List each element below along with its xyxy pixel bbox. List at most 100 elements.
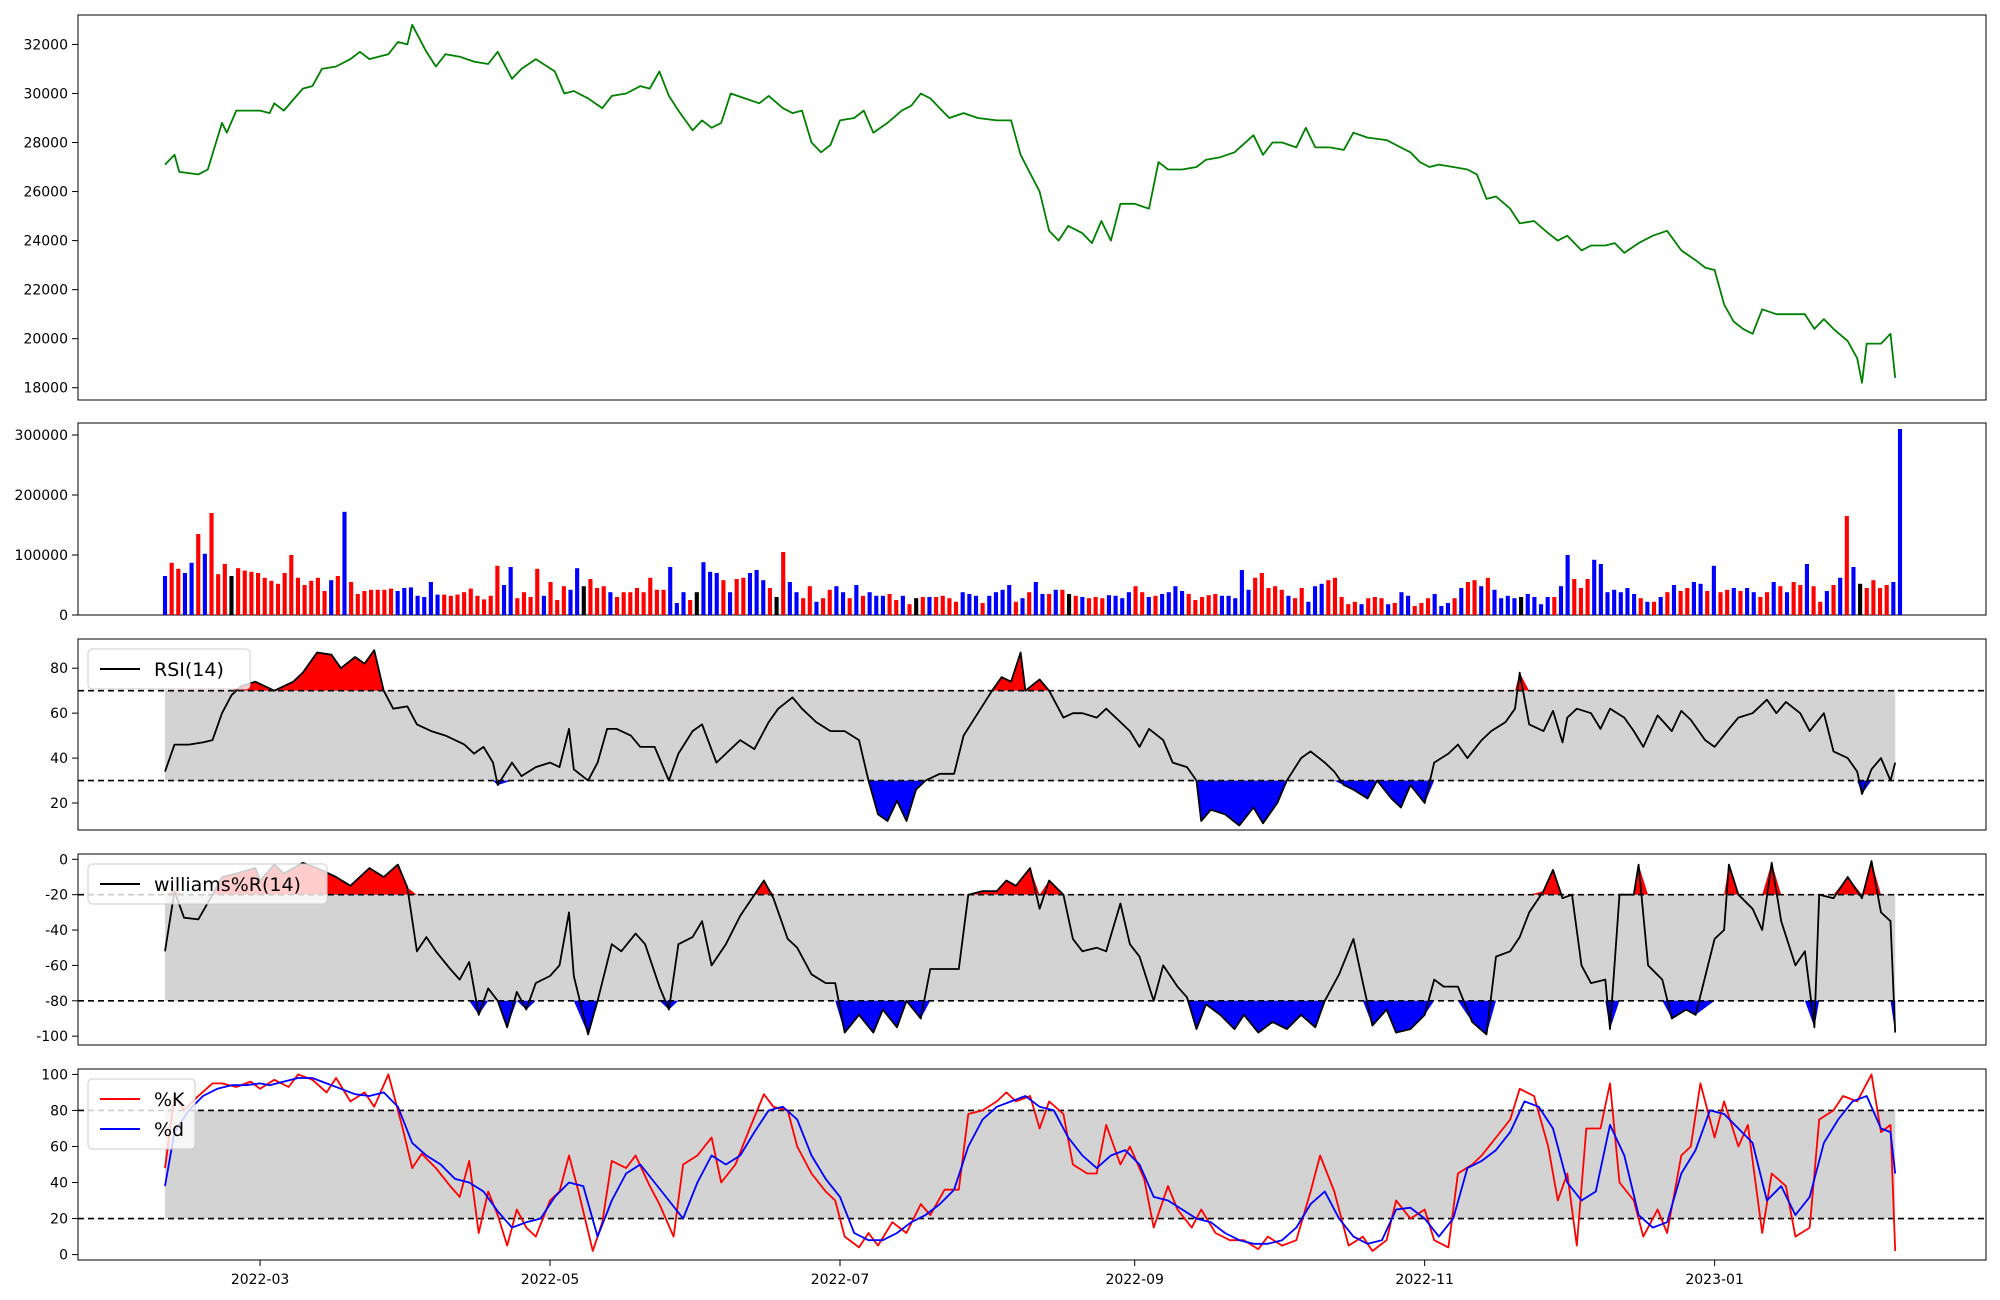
volume-bar (927, 597, 932, 615)
volume-bar (1738, 591, 1743, 615)
volume-bar (761, 580, 766, 615)
rsi-axes-frame (77, 638, 1987, 831)
volume-bar (1638, 598, 1643, 615)
volume-bar (1386, 604, 1391, 615)
volume-bar (1612, 589, 1617, 615)
rsi-ytick-label: 40 (50, 751, 68, 767)
volume-bar (1598, 564, 1603, 615)
volume-bar (1073, 595, 1078, 615)
stochastic-ytick-label: 80 (50, 1103, 68, 1119)
volume-bar (1512, 598, 1517, 615)
volume-bar (588, 579, 593, 615)
williams-line (164, 860, 1897, 1036)
rsi-ytick-label: 80 (50, 661, 68, 677)
x-tick-label: 2022-03 (231, 1272, 290, 1288)
volume-bar (455, 594, 460, 615)
volume-bar (1193, 600, 1198, 615)
volume-bar (714, 573, 719, 615)
volume-bar (282, 573, 287, 615)
volume-bar (1558, 586, 1564, 615)
volume-bar (555, 600, 560, 615)
volume-bar (309, 580, 314, 615)
volume-bar (1618, 592, 1623, 615)
volume-bar (641, 592, 646, 615)
volume-bar (1226, 595, 1231, 615)
volume-bar (275, 583, 281, 615)
x-tick-label: 2023-01 (1685, 1272, 1744, 1288)
volume-bar (242, 570, 247, 615)
volume-bar (1020, 598, 1025, 615)
volume-bar (1352, 601, 1357, 615)
volume-bar (953, 601, 959, 615)
volume-bar (1100, 598, 1105, 615)
volume-bar (1784, 592, 1790, 615)
volume-bar (747, 573, 753, 615)
volume-bar (1033, 582, 1038, 615)
volume-bar (1831, 585, 1836, 615)
rsi-overbought-fill (165, 650, 1896, 691)
volume-bar (1279, 589, 1284, 615)
volume-bar (1199, 597, 1205, 615)
volume-bar (1153, 595, 1158, 615)
volume-bar (1299, 588, 1304, 615)
williams-ytick-label: -40 (45, 923, 68, 939)
volume-bar (388, 588, 394, 615)
stochastic-legend-label: %K (154, 1089, 185, 1111)
volume-bar (1864, 588, 1869, 615)
volume-bar (349, 582, 354, 615)
volume-bar (1412, 606, 1417, 615)
volume-bar (774, 597, 779, 615)
volume-bar (1233, 598, 1238, 615)
volume-bar (1764, 592, 1770, 615)
volume-bar (568, 589, 573, 615)
volume-bar (1492, 589, 1497, 615)
volume-bar (1651, 601, 1657, 615)
volume-bar (987, 595, 992, 615)
volume-bar (1691, 582, 1696, 615)
volume-bar (442, 594, 447, 615)
volume-bar (1751, 592, 1756, 615)
volume-bar (734, 579, 739, 615)
volume-bar (482, 599, 487, 615)
volume-bar (322, 591, 327, 615)
volume-bar (1592, 559, 1597, 615)
volume-bar (614, 597, 620, 615)
volume-bar (548, 582, 553, 615)
price-ytick-label: 26000 (23, 185, 68, 201)
x-tick-label: 2022-07 (811, 1272, 870, 1288)
volume-bar (894, 600, 899, 615)
x-tick-label: 2022-11 (1395, 1272, 1454, 1288)
williams-oversold-fill (165, 1000, 1896, 1035)
volume-bar (1698, 583, 1703, 615)
price-axes-frame (77, 14, 1987, 401)
volume-bar (1605, 592, 1610, 615)
volume-bar (1113, 595, 1118, 615)
volume-bar (721, 580, 726, 615)
volume-bar (561, 586, 566, 615)
volume-bar (1040, 594, 1045, 615)
volume-bar (1060, 589, 1065, 615)
volume-bar (1326, 580, 1331, 615)
volume-bar (262, 577, 267, 615)
williams-ytick-label: -80 (45, 994, 68, 1010)
williams-legend-box (87, 863, 328, 905)
volume-bar (608, 592, 613, 615)
volume-bar (375, 589, 380, 615)
volume-bar (1000, 589, 1005, 615)
volume-bar (595, 588, 600, 615)
volume-bar (256, 573, 261, 615)
volume-bar (515, 598, 520, 615)
volume-bar (1080, 597, 1085, 615)
volume-bar (1180, 591, 1185, 615)
rsi-legend-box (87, 648, 251, 690)
volume-bar (1532, 597, 1537, 615)
volume-bar (402, 588, 407, 615)
volume-bar (1804, 564, 1809, 615)
williams-panel: 0 -20 -40 -60 -80 -100 williams%R(14) (36, 852, 1987, 1046)
volume-bar (1858, 583, 1863, 615)
volume-bar (821, 598, 826, 615)
volume-bar (1273, 586, 1278, 615)
volume-bar (1671, 585, 1677, 615)
volume-bar (980, 603, 985, 615)
